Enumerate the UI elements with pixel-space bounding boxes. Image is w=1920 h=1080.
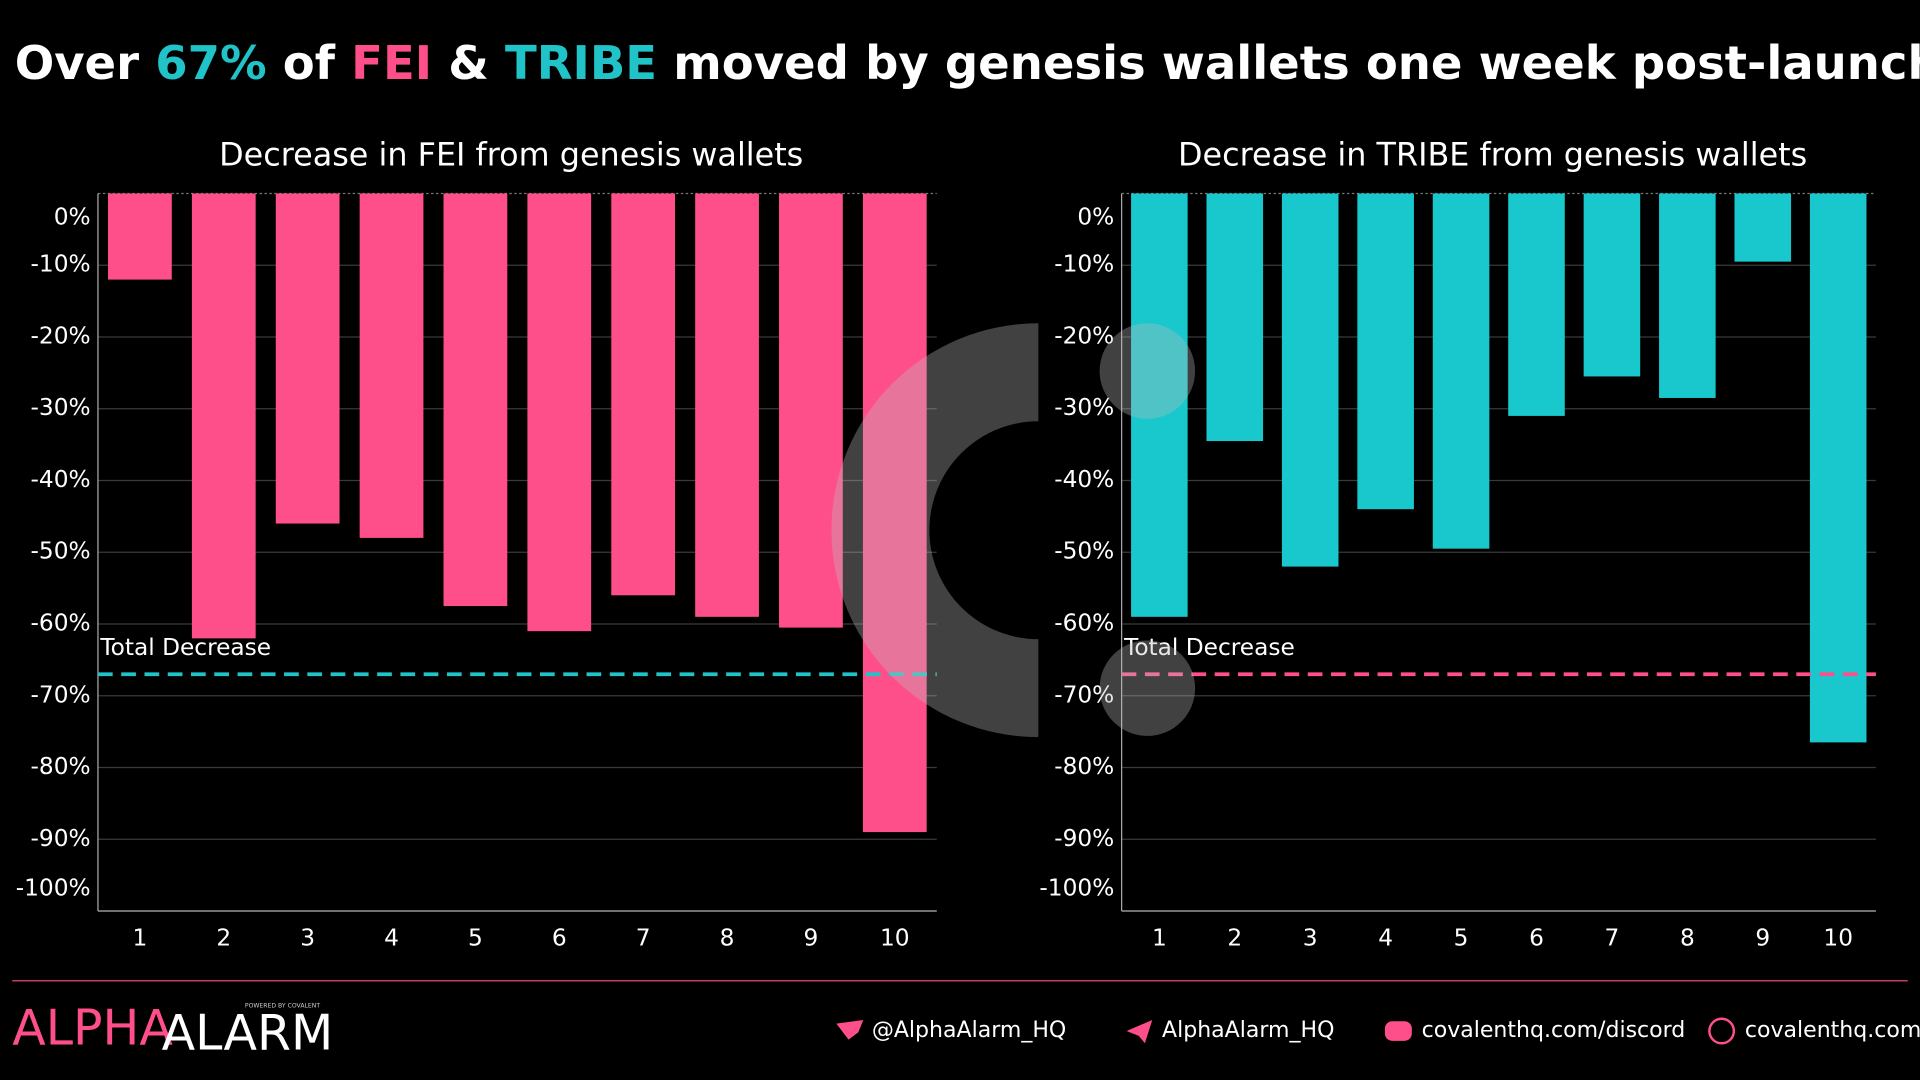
y-tick-label: -100% xyxy=(1039,874,1114,901)
x-tick-label: 6 xyxy=(1529,925,1544,952)
y-tick-label: -70% xyxy=(1054,681,1114,708)
x-tick-label: 8 xyxy=(1680,925,1695,952)
x-tick-label: 10 xyxy=(880,925,910,952)
bar xyxy=(191,193,256,639)
y-tick-label: -10% xyxy=(1054,251,1114,278)
headline-part: & xyxy=(432,36,505,90)
watermark-dot xyxy=(1099,323,1196,419)
bar xyxy=(695,193,759,617)
logo-left: ALPHA xyxy=(12,1000,173,1057)
y-tick-label: -30% xyxy=(1054,394,1114,421)
y-tick-label: -40% xyxy=(1054,466,1114,493)
bar xyxy=(275,193,340,524)
y-tick-label: 0% xyxy=(1077,203,1114,230)
y-tick-label: -10% xyxy=(31,251,91,278)
reference-label: Total Decrease xyxy=(99,634,271,661)
x-tick-label: 7 xyxy=(636,925,651,952)
y-tick-label: -80% xyxy=(1054,753,1114,780)
y-tick-label: -60% xyxy=(31,610,91,637)
y-tick-label: -20% xyxy=(1054,322,1114,349)
twitter-icon xyxy=(836,1020,864,1040)
headline-part: TRIBE xyxy=(505,36,657,90)
watermark-dot xyxy=(1099,640,1196,736)
bar xyxy=(1206,193,1264,442)
reference-label: Total Decrease xyxy=(1123,634,1295,661)
bar xyxy=(779,193,843,628)
bar xyxy=(1357,193,1414,510)
y-tick-label: -50% xyxy=(31,538,91,565)
bar xyxy=(443,193,508,607)
bar xyxy=(1508,193,1565,416)
x-tick-label: 4 xyxy=(384,925,399,952)
chart-title: Decrease in TRIBE from genesis wallets xyxy=(1178,136,1807,174)
x-tick-label: 10 xyxy=(1823,925,1853,952)
footer-link[interactable]: AlphaAlarm_HQ xyxy=(1162,1018,1334,1043)
y-tick-label: 0% xyxy=(54,203,91,230)
x-tick-label: 2 xyxy=(1227,925,1242,952)
y-tick-label: -90% xyxy=(31,825,91,852)
footer-link[interactable]: covalenthq.com/discord xyxy=(1422,1018,1686,1043)
headline-part: 67% xyxy=(155,36,266,90)
x-tick-label: 6 xyxy=(552,925,567,952)
y-tick-label: -20% xyxy=(31,322,91,349)
headline-part: Over xyxy=(15,36,156,90)
x-tick-label: 7 xyxy=(1605,925,1620,952)
bar xyxy=(611,193,676,596)
watermark xyxy=(831,323,1196,738)
bar xyxy=(1809,193,1867,743)
y-tick-label: -70% xyxy=(31,681,91,708)
x-tick-label: 4 xyxy=(1378,925,1393,952)
x-tick-label: 3 xyxy=(1303,925,1318,952)
bar xyxy=(108,193,172,280)
web-icon xyxy=(1708,1017,1736,1045)
footer-link[interactable]: @AlphaAlarm_HQ xyxy=(872,1018,1066,1043)
footer-link[interactable]: covalenthq.com xyxy=(1745,1018,1920,1043)
x-tick-label: 9 xyxy=(1755,925,1770,952)
bar xyxy=(1734,193,1792,262)
x-tick-label: 5 xyxy=(1454,925,1469,952)
y-tick-label: -50% xyxy=(1054,538,1114,565)
bar xyxy=(862,193,927,833)
headline-part: of xyxy=(267,36,352,90)
bar xyxy=(359,193,424,538)
x-tick-label: 3 xyxy=(300,925,315,952)
chart: Decrease in FEI from genesis wallets 0% -1… xyxy=(16,136,937,952)
watermark-ring xyxy=(831,323,1039,738)
headline: Over 67% of FEI & TRIBE moved by genesis… xyxy=(15,36,1920,90)
discord-icon xyxy=(1384,1021,1412,1041)
x-tick-label: 9 xyxy=(804,925,819,952)
y-tick-label: -60% xyxy=(1054,610,1114,637)
chart: Decrease in TRIBE from genesis wallets 0%… xyxy=(1039,136,1876,952)
bar xyxy=(1432,193,1490,549)
bar xyxy=(1131,193,1188,617)
bar xyxy=(1281,193,1339,567)
bar xyxy=(1583,193,1641,377)
bar xyxy=(527,193,592,632)
x-tick-label: 8 xyxy=(720,925,735,952)
y-tick-label: -40% xyxy=(31,466,91,493)
charts: Decrease in FEI from genesis wallets 0% -1… xyxy=(16,136,1876,952)
x-tick-label: 1 xyxy=(132,925,147,952)
x-tick-label: 1 xyxy=(1152,925,1167,952)
bar xyxy=(1659,193,1716,398)
telegram-icon xyxy=(1126,1020,1153,1044)
x-tick-label: 2 xyxy=(216,925,231,952)
y-tick-label: -80% xyxy=(31,753,91,780)
x-tick-label: 5 xyxy=(468,925,483,952)
headline-part: FEI xyxy=(351,36,432,90)
logo-right: ALARM xyxy=(162,1004,334,1061)
y-tick-label: -30% xyxy=(31,394,91,421)
headline-part: moved by genesis wallets one week post-l… xyxy=(657,36,1920,90)
y-tick-label: -90% xyxy=(1054,825,1114,852)
logo-tag: POWERED BY COVALENT xyxy=(245,1002,320,1009)
y-tick-label: -100% xyxy=(16,874,91,901)
chart-title: Decrease in FEI from genesis wallets xyxy=(219,136,803,174)
